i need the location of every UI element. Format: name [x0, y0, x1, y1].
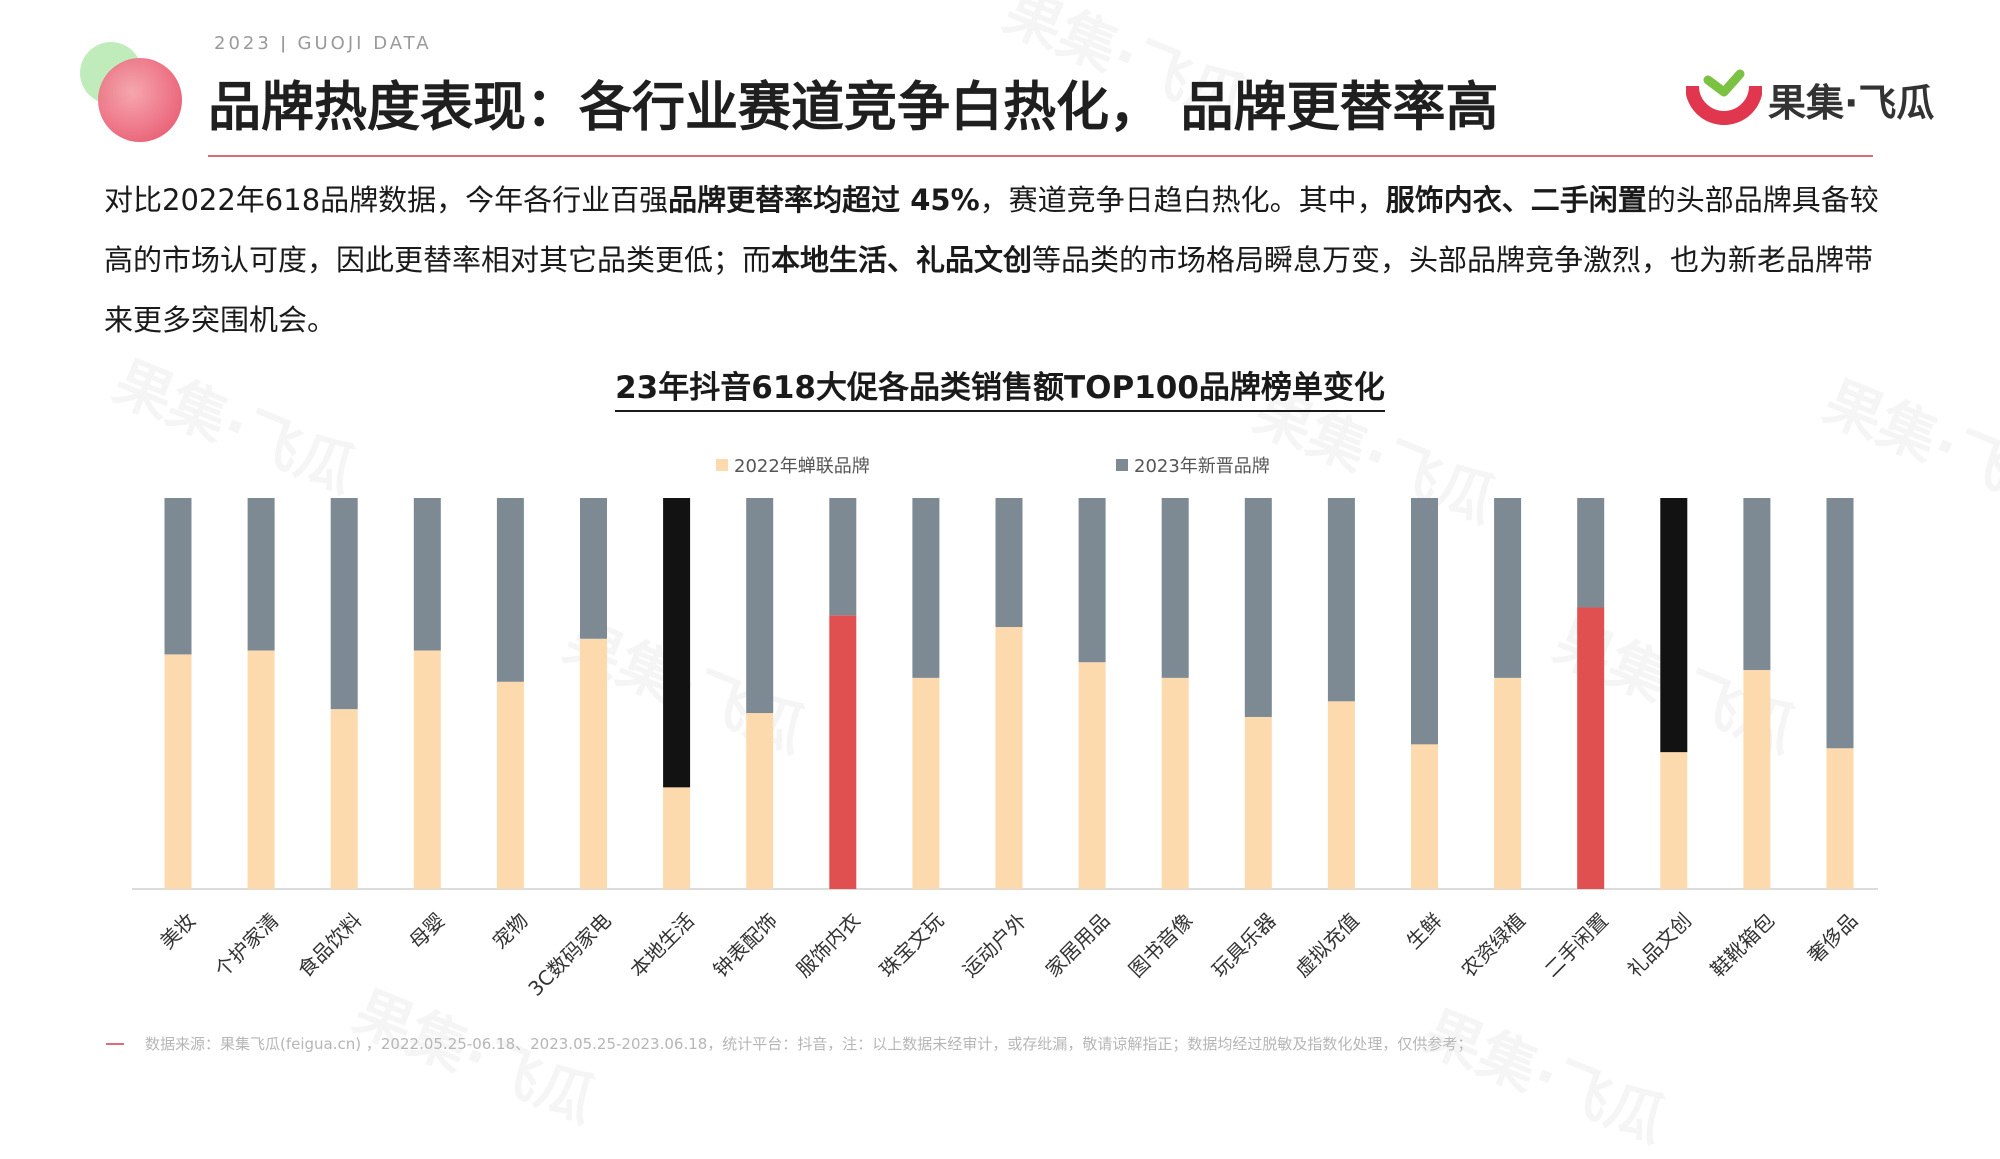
bar-segment-retained [1826, 748, 1854, 889]
x-tick-label: 服饰内衣 [792, 908, 866, 982]
x-tick-label: 食品饮料 [293, 908, 367, 982]
x-tick-label: 钟表配饰 [708, 908, 782, 982]
chart-title-text: 23年抖音618大促各品类销售额TOP100品牌榜单变化 [615, 370, 1385, 412]
x-tick-label: 图书音像 [1124, 908, 1198, 982]
logo-icon [1686, 69, 1762, 125]
bar-segment-retained [1327, 701, 1355, 889]
x-tick-label: 农资绿植 [1456, 908, 1530, 982]
bar-segment-retained [912, 677, 940, 889]
brand-logo: 果集·飞瓜 [1686, 66, 1946, 130]
x-tick-label: 家居用品 [1041, 908, 1115, 982]
bar-segment-new [1660, 498, 1688, 753]
x-tick-label: 3C数码家电 [523, 908, 615, 1000]
logo-text: 果集·飞瓜 [1768, 81, 1935, 125]
bar-segment-retained [1494, 677, 1522, 889]
bar-segment-retained [1244, 716, 1272, 889]
chart-title: 23年抖音618大促各品类销售额TOP100品牌榜单变化 [0, 362, 2000, 412]
bar-segment-new [746, 498, 774, 714]
bar-segment-new [247, 498, 275, 651]
bar-segment-retained [580, 638, 607, 889]
bar-segment-retained [829, 615, 857, 889]
year-label: 2023 ǀ GUOJI DATA [214, 33, 432, 54]
title-underline [208, 155, 1873, 157]
bar-segment-new [580, 498, 607, 639]
x-tick-label: 珠宝文玩 [875, 908, 949, 982]
bar-segment-new [164, 498, 192, 655]
bar-segment-retained [413, 650, 441, 889]
bar-segment-retained [746, 713, 774, 889]
desc-seg: ，赛道竞争日趋白热化。其中， [979, 183, 1386, 217]
bar-segment-retained [1577, 607, 1605, 889]
x-tick-label: 生鲜 [1402, 908, 1447, 953]
bar-segment-retained [247, 650, 275, 889]
desc-seg-bold: 品牌更替率均超过 45% [668, 183, 980, 217]
bar-segment-new [1244, 498, 1272, 717]
desc-seg-bold: 本地生活、礼品文创 [771, 243, 1033, 277]
bar-segment-new [1743, 498, 1771, 671]
x-tick-label: 本地生活 [625, 908, 699, 982]
bar-segment-new [995, 498, 1023, 628]
x-tick-label: 运动户外 [958, 908, 1032, 982]
x-tick-label: 虚拟充值 [1290, 908, 1364, 982]
bar-segment-new [1161, 498, 1189, 678]
bar-segment-retained [164, 654, 192, 889]
description-paragraph: 对比2022年618品牌数据，今年各行业百强品牌更替率均超过 45%，赛道竞争日… [104, 170, 1894, 350]
bar-segment-new [1494, 498, 1522, 678]
bar-segment-new [1078, 498, 1106, 663]
x-tick-label: 玩具乐器 [1207, 908, 1281, 982]
x-tick-label: 鞋靴箱包 [1706, 908, 1780, 982]
desc-seg: 的头部品牌具备较高的市场认可度，因此更替率相对其它品类更低；而 [104, 183, 1879, 277]
bar-segment-retained [496, 681, 524, 889]
legend-label: 2023年新晋品牌 [1134, 456, 1270, 477]
desc-seg: 对比2022年618品牌数据，今年各行业百强 [104, 183, 669, 217]
bar-segment-new [663, 498, 691, 788]
x-tick-label: 二手闲置 [1539, 908, 1613, 982]
bar-segment-retained [1743, 670, 1771, 889]
footnote: 数据来源：果集飞瓜(feigua.cn) ，2022.05.25-06.18、2… [145, 1035, 1473, 1053]
x-tick-label: 个护家清 [210, 908, 284, 982]
bar-segment-retained [330, 709, 358, 889]
bar-segment-retained [995, 627, 1023, 889]
x-tick-label: 母婴 [404, 908, 449, 953]
page-title: 品牌热度表现：各行业赛道竞争白热化， 品牌更替率高 [208, 77, 1499, 138]
x-tick-label: 礼品文创 [1623, 908, 1697, 982]
desc-seg: 等品类的市场格局瞬息万变，头部品牌竞争激烈，也为新老品牌带来更多突围机会。 [104, 243, 1874, 337]
legend-swatch-retained [716, 459, 728, 471]
bar-segment-retained [1660, 752, 1688, 889]
footnote-marker [106, 1043, 124, 1045]
bar-segment-new [1411, 498, 1438, 745]
legend-item-retained: 2022年蝉联品牌 [716, 452, 870, 478]
bar-segment-retained [1161, 677, 1189, 889]
desc-seg-bold: 服饰内衣、二手闲置 [1385, 183, 1647, 217]
x-tick-label: 奢侈品 [1803, 908, 1862, 967]
bar-segment-new [413, 498, 441, 651]
legend-swatch-new [1116, 459, 1128, 471]
x-tick-label: 宠物 [487, 908, 532, 953]
bar-segment-new [330, 498, 358, 710]
bar-segment-new [912, 498, 940, 678]
legend-label: 2022年蝉联品牌 [734, 456, 870, 477]
x-tick-label: 美妆 [155, 908, 200, 953]
legend-item-new: 2023年新晋品牌 [1116, 452, 1270, 478]
bar-segment-retained [1411, 744, 1438, 889]
bar-segment-new [829, 498, 857, 616]
bar-segment-new [1577, 498, 1605, 608]
bar-segment-retained [663, 787, 691, 889]
bar-segment-retained [1078, 662, 1106, 889]
bar-segment-new [1826, 498, 1854, 749]
bar-segment-new [496, 498, 524, 682]
decorative-circle-red [98, 58, 182, 142]
bar-segment-new [1327, 498, 1355, 702]
